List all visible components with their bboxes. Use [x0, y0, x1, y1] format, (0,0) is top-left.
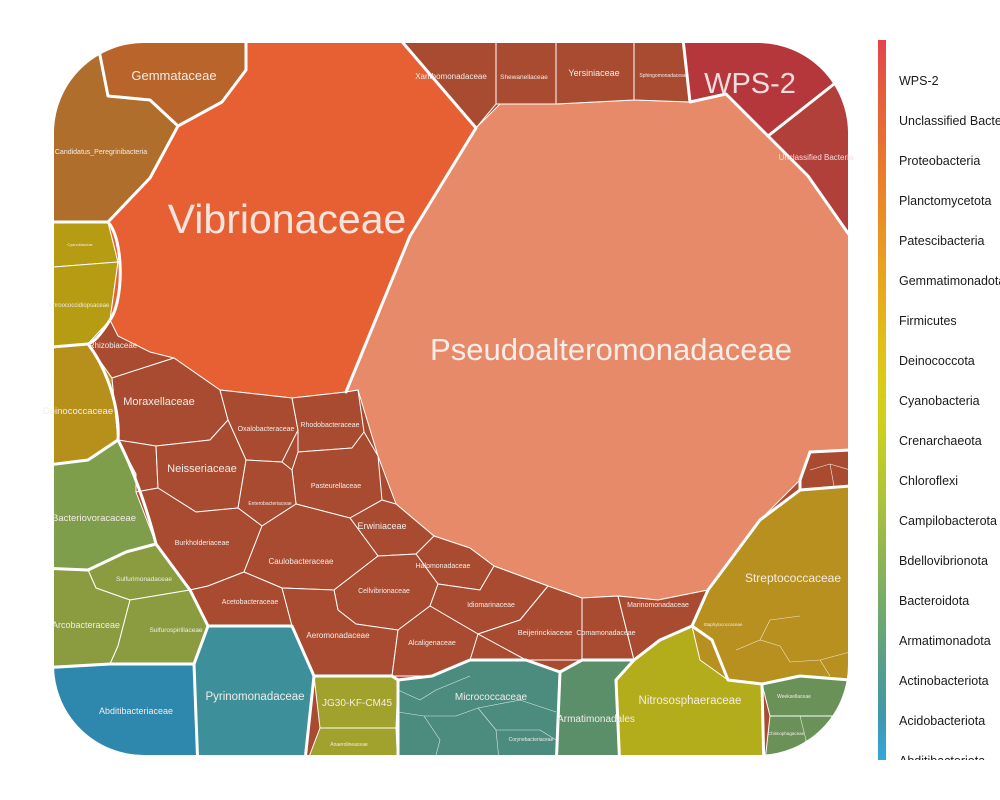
legend-item: Proteobacteria	[899, 154, 981, 168]
cell-labels: WPS-2 Unclassified Bacteria Vibrionaceae…	[43, 68, 854, 748]
label-acetobacteraceae: Acetobacteraceae	[222, 599, 279, 606]
legend-colorbar	[878, 40, 886, 760]
label-cellvibrionaceae: Cellvibrionaceae	[358, 588, 410, 595]
label-anaerolineaceae: Anaerolineaceae	[330, 742, 368, 748]
label-chroococcidiopsaceae: Chroococcidiopsaceae	[49, 303, 110, 309]
label-neisseriaceae: Neisseriaceae	[167, 463, 237, 475]
label-unclassified-bacteria: Unclassified Bacteria	[779, 153, 854, 162]
label-micrococcaceae: Micrococcaceae	[455, 692, 528, 703]
label-jg30: JG30-KF-CM45	[322, 698, 392, 709]
phylum-boundaries	[52, 41, 850, 757]
label-rhodobacteraceae: Rhodobacteraceae	[300, 422, 359, 429]
legend-item: Acidobacteriota	[899, 714, 986, 728]
label-corynebacteriaceae: Corynebacteriaceae	[509, 737, 554, 743]
label-nitrososphaeraceae: Nitrososphaeraceae	[639, 695, 742, 707]
label-sphingomonadaceae: Sphingomonadaceae	[639, 73, 686, 79]
legend-item: Actinobacteriota	[899, 674, 989, 688]
legend: WPS-2 Unclassified Bacteria Proteobacteria…	[878, 40, 1000, 760]
legend-item: Deinococcota	[899, 354, 975, 368]
label-xanthomonadaceae: Xanthomonadaceae	[415, 72, 487, 81]
label-alcaligenaceae: Alcaligenaceae	[408, 640, 456, 647]
label-beijerinckiaceae: Beijerinckiaceae	[518, 628, 573, 637]
label-halomonadaceae: Halomonadaceae	[416, 563, 471, 570]
label-shewanellaceae: Shewanellaceae	[500, 74, 548, 81]
label-pasteurellaceae: Pasteurellaceae	[311, 483, 361, 490]
label-rhizobiaceae: Rhizobiaceae	[89, 341, 138, 350]
legend-item: Campilobacterota	[899, 514, 997, 528]
right-top-small-cells	[809, 463, 850, 487]
label-sulfurimonadaceae: Sulfurimonadaceae	[116, 576, 172, 583]
legend-item: Chloroflexi	[899, 474, 959, 488]
label-armatimonadales: Armatimonadales	[557, 714, 635, 725]
legend-item: Planctomycetota	[899, 194, 992, 208]
cell-anaerolineaceae	[303, 727, 399, 757]
label-enterobacteriaceae: Enterobacteriaceae	[248, 501, 292, 507]
label-sulfurospirillaceae: Sulfurospirillaceae	[149, 627, 202, 634]
legend-item: Patescibacteria	[899, 234, 985, 248]
legend-item: Bdellovibrionota	[899, 554, 988, 568]
legend-item: Cyanobacteria	[899, 394, 980, 408]
label-streptococcaceae: Streptococcaceae	[745, 571, 841, 585]
legend-item: Gemmatimonadota	[899, 274, 1000, 288]
legend-item: WPS-2	[899, 74, 939, 88]
label-weeksellaceae: Weeksellaceae	[777, 694, 811, 700]
label-caulobacteraceae: Caulobacteraceae	[269, 557, 334, 566]
label-moraxellaceae: Moraxellaceae	[123, 396, 195, 408]
label-oxalobacteraceae: Oxalobacteraceae	[238, 426, 295, 433]
label-abditibacteriaceae: Abditibacteriaceae	[99, 706, 173, 716]
label-gemmataceae: Gemmataceae	[131, 68, 216, 83]
legend-item: Firmicutes	[899, 314, 957, 328]
label-pyrinomonadaceae: Pyrinomonadaceae	[205, 691, 304, 703]
label-cyanobiaceae: Cyanobiaceae	[67, 242, 93, 247]
legend-item: Unclassified Bacteria	[899, 114, 1000, 128]
label-deinococcaceae: Deinococcaceae	[43, 406, 113, 417]
label-pseudoalteromonadaceae: Pseudoalteromonadaceae	[430, 332, 792, 367]
label-bacteriovoracaceae: Bacteriovoracaceae	[52, 513, 136, 524]
label-arcobacteraceae: Arcobacteraceae	[52, 620, 120, 630]
label-idiomarinaceae: Idiomarinaceae	[467, 602, 515, 609]
label-chitinophagaceae: Chitinophagaceae	[768, 731, 805, 736]
legend-item: Armatimonadota	[899, 634, 991, 648]
treemap-frame	[50, 39, 852, 759]
label-staphylococcaceae: Staphylococcaceae	[703, 622, 743, 627]
label-marinomonadaceae: Marinomonadaceae	[627, 602, 689, 609]
label-erwiniaceae: Erwiniaceae	[357, 521, 406, 531]
cell-shewanellaceae	[495, 41, 557, 105]
label-burkholderiaceae: Burkholderiaceae	[175, 540, 230, 547]
label-wps2: WPS-2	[704, 68, 796, 100]
cell-rhodobacteraceae	[291, 389, 365, 453]
label-comamonadaceae: Comamonadaceae	[576, 630, 635, 637]
legend-item: Crenarchaeota	[899, 434, 982, 448]
label-aeromonadaceae: Aeromonadaceae	[306, 631, 370, 640]
label-vibrionaceae: Vibrionaceae	[168, 196, 407, 242]
legend-item: Abditibacteriota	[899, 754, 985, 760]
legend-item: Bacteroidota	[899, 594, 970, 608]
label-yersiniaceae: Yersiniaceae	[568, 68, 619, 78]
label-peregrinibacteria: Candidatus_Peregrinibacteria	[55, 149, 147, 156]
firmicutes-small-cells	[735, 615, 850, 677]
